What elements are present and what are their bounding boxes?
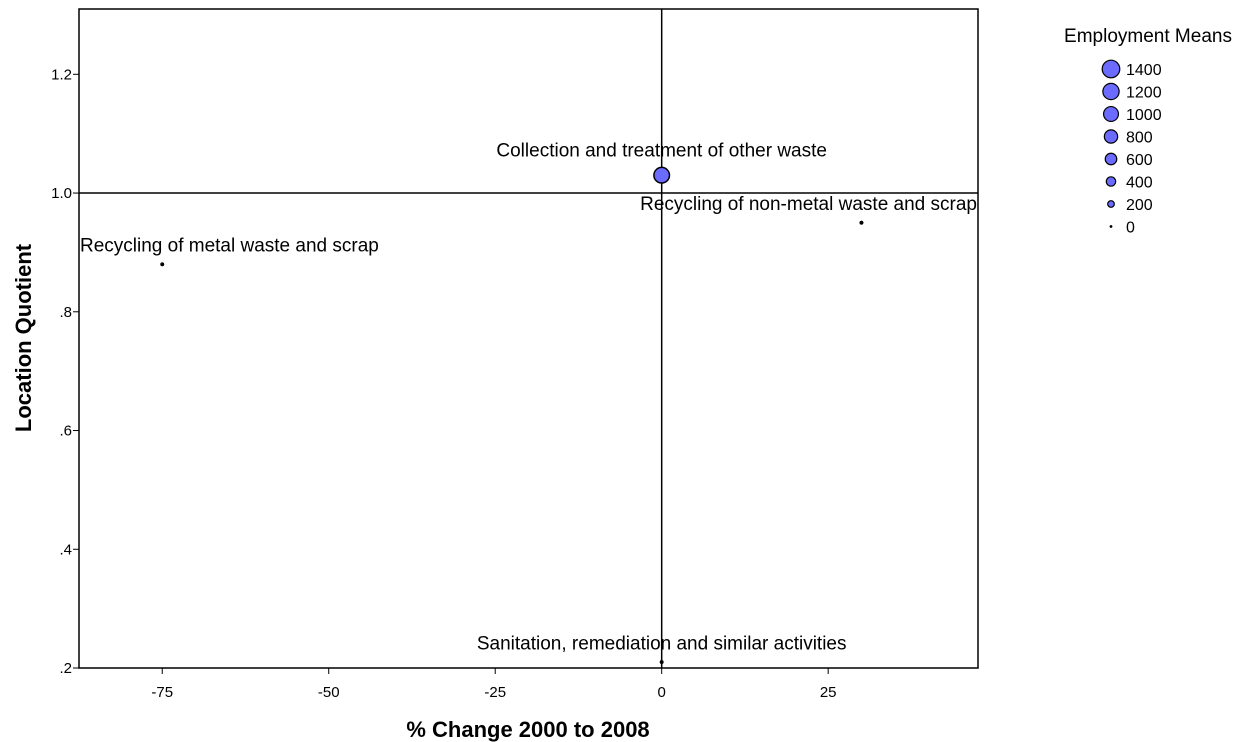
- x-axis-ticks: -75 -50 -25 0 25: [151, 668, 837, 701]
- legend-swatch: [1104, 152, 1118, 166]
- y-tick-label: .4: [59, 541, 72, 558]
- x-tick-label: -50: [318, 684, 340, 701]
- y-tick-label: 1.2: [51, 66, 72, 83]
- legend-swatch: [1107, 200, 1115, 208]
- legend: Employment Means 1400 1200 1000 800 600 400 20…: [1064, 26, 1232, 237]
- legend-entry-label: 600: [1126, 152, 1153, 169]
- legend-swatch: [1102, 82, 1120, 101]
- data-point: [653, 166, 671, 184]
- data-point-label: Recycling of non-metal waste and scrap: [640, 194, 977, 215]
- legend-swatch: [1109, 225, 1113, 228]
- x-axis-title: % Change 2000 to 2008: [406, 717, 649, 742]
- legend-swatch: [1102, 105, 1120, 123]
- legend-entry-label: 1000: [1126, 107, 1162, 124]
- reference-lines: [79, 9, 978, 668]
- data-point: [160, 262, 165, 267]
- x-tick-label: -75: [151, 684, 173, 701]
- legend-entry-label: 800: [1126, 130, 1153, 147]
- legend-swatch: [1103, 129, 1119, 144]
- legend-entry-label: 1200: [1126, 85, 1162, 102]
- y-tick-label: .8: [59, 304, 72, 321]
- y-tick-label: .2: [59, 660, 72, 677]
- legend-title: Employment Means: [1064, 26, 1232, 47]
- legend-entry-label: 1400: [1126, 62, 1162, 79]
- data-point-label: Collection and treatment of other waste: [496, 140, 827, 161]
- plot-frame: [78, 8, 979, 669]
- data-point-label: Recycling of metal waste and scrap: [80, 235, 379, 256]
- data-point-label: Sanitation, remediation and similar acti…: [477, 633, 847, 654]
- data-points: Collection and treatment of other waste R…: [80, 140, 977, 665]
- x-tick-label: -25: [484, 684, 506, 701]
- x-tick-label: 25: [820, 684, 837, 701]
- legend-entry-label: 400: [1126, 175, 1153, 192]
- y-axis-ticks: .2 .4 .6 .8 1.0 1.2: [51, 66, 79, 677]
- legend-swatch: [1101, 59, 1121, 79]
- legend-entries: 1400 1200 1000 800 600 400 200 0: [1101, 59, 1162, 237]
- y-axis-title: Location Quotient: [11, 243, 36, 432]
- legend-entry-label: 200: [1126, 197, 1153, 214]
- legend-entry-label: 0: [1126, 220, 1135, 237]
- y-tick-label: .6: [59, 423, 72, 440]
- data-point: [659, 660, 664, 665]
- y-tick-label: 1.0: [51, 185, 72, 202]
- data-point: [859, 220, 864, 225]
- legend-swatch: [1105, 176, 1117, 187]
- x-tick-label: 0: [658, 684, 666, 701]
